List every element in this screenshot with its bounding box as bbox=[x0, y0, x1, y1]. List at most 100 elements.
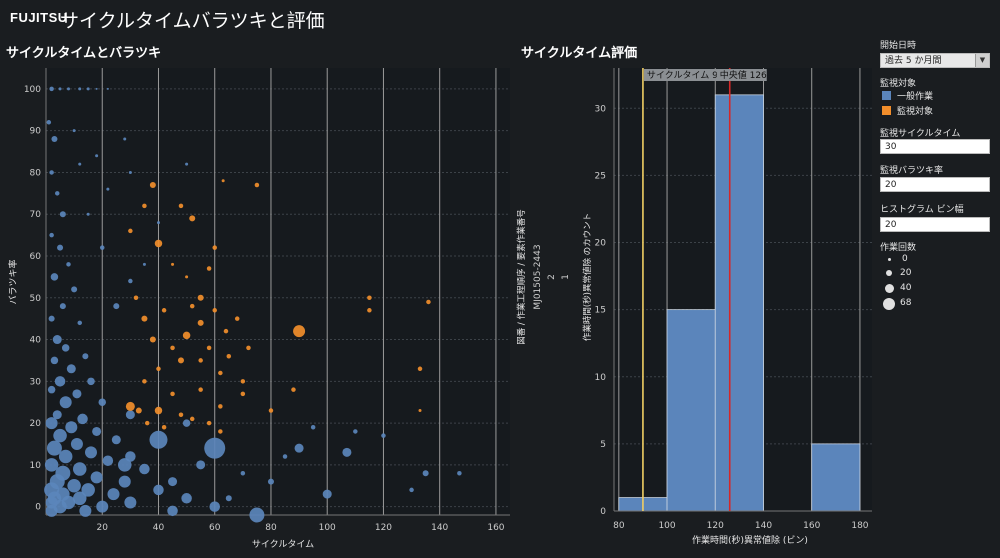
histogram-chart[interactable]: 0 5 10 15 20 25 30 80 100 120 140 160 180 サイクルタイム 90.… bbox=[510, 62, 878, 550]
start-date-select[interactable]: 過去 5 か月間 ▼ bbox=[880, 53, 990, 68]
y-tick-label: 15 bbox=[595, 306, 606, 316]
scatter-point-monitored bbox=[417, 366, 423, 372]
scatter-point-normal bbox=[294, 443, 304, 453]
scatter-point-monitored bbox=[218, 429, 223, 434]
scatter-point-normal bbox=[457, 470, 462, 476]
scatter-point-normal bbox=[99, 245, 105, 250]
y-tick-label: 70 bbox=[30, 210, 42, 220]
scatter-point-normal bbox=[128, 170, 132, 174]
scatter-point-monitored bbox=[149, 336, 156, 343]
size-legend-label-0: 0 bbox=[902, 254, 908, 264]
y-tick-label: 20 bbox=[30, 419, 42, 429]
scatter-point-monitored bbox=[246, 345, 251, 351]
scatter-point-normal bbox=[249, 507, 265, 523]
scatter-point-normal bbox=[52, 410, 62, 420]
x-tick-label: 120 bbox=[707, 521, 724, 531]
bin-width-label: ヒストグラム ビン幅 bbox=[880, 205, 964, 215]
scatter-point-monitored bbox=[149, 181, 156, 188]
y-tick-label: 30 bbox=[30, 377, 42, 387]
scatter-point-monitored bbox=[234, 316, 240, 321]
scatter-point-normal bbox=[240, 470, 246, 476]
scatter-point-normal bbox=[58, 87, 62, 91]
scatter-point-monitored bbox=[206, 345, 212, 351]
scatter-point-monitored bbox=[254, 182, 260, 188]
histogram-panel-title: サイクルタイム評価 bbox=[521, 46, 638, 61]
row-value: MJ01505-2443 bbox=[533, 244, 543, 309]
size-legend-label-20: 20 bbox=[900, 268, 912, 278]
scatter-point-normal bbox=[61, 344, 70, 352]
scatter-point-normal bbox=[353, 429, 358, 434]
histogram-bar bbox=[714, 94, 764, 512]
scatter-point-normal bbox=[90, 471, 103, 484]
scatter-point-normal bbox=[71, 286, 78, 293]
legend-swatch-normal bbox=[882, 91, 891, 100]
target-legend-title: 監視対象 bbox=[880, 79, 917, 89]
cycle-time-input[interactable]: 30 bbox=[880, 139, 990, 154]
y-tick-label: 40 bbox=[30, 336, 42, 346]
y-axis-title: 作業時間(秒)異常値除 のカウント bbox=[582, 213, 593, 341]
scatter-point-normal bbox=[185, 162, 189, 166]
cycle-time-label-box bbox=[643, 69, 725, 81]
scatter-point-normal bbox=[79, 504, 92, 517]
scatter-point-monitored bbox=[367, 295, 372, 301]
scatter-point-normal bbox=[54, 191, 60, 196]
y-tick-label: 90 bbox=[30, 127, 42, 137]
row-value: 2 bbox=[547, 274, 557, 280]
scatter-point-normal bbox=[47, 385, 56, 394]
x-tick-label: 100 bbox=[658, 521, 675, 531]
scatter-point-normal bbox=[342, 447, 352, 457]
size-legend-circle-20 bbox=[886, 270, 892, 276]
scatter-point-monitored bbox=[223, 328, 229, 334]
scatter-point-normal bbox=[209, 501, 220, 512]
start-date-label: 開始日時 bbox=[880, 41, 917, 51]
size-legend-circle-0 bbox=[888, 258, 891, 261]
scatter-point-normal bbox=[86, 212, 90, 216]
variance-rate-input[interactable]: 20 bbox=[880, 177, 990, 192]
scatter-point-normal bbox=[111, 435, 121, 445]
legend-label-monitored: 監視対象 bbox=[897, 107, 934, 117]
scatter-point-normal bbox=[282, 454, 288, 459]
scatter-point-monitored bbox=[185, 275, 189, 279]
scatter-point-normal bbox=[82, 353, 89, 360]
scatter-point-normal bbox=[66, 87, 70, 91]
scatter-point-monitored bbox=[293, 325, 306, 338]
scatter-point-monitored bbox=[170, 345, 175, 351]
scatter-point-normal bbox=[72, 389, 82, 399]
scatter-point-normal bbox=[49, 170, 54, 175]
scatter-point-normal bbox=[49, 86, 54, 92]
y-tick-label: 30 bbox=[595, 104, 607, 114]
scatter-point-normal bbox=[78, 162, 82, 166]
scatter-point-monitored bbox=[226, 354, 232, 359]
scatter-point-monitored bbox=[212, 245, 217, 250]
fujitsu-logo: FUJITSU bbox=[10, 10, 68, 25]
scatter-point-normal bbox=[67, 479, 81, 493]
scatter-point-normal bbox=[84, 446, 97, 459]
page-title: サイクルタイムバラツキと評価 bbox=[60, 10, 325, 32]
scatter-point-monitored bbox=[418, 409, 422, 413]
bin-width-input[interactable]: 20 bbox=[880, 217, 990, 232]
scatter-point-normal bbox=[167, 505, 178, 517]
scatter-point-normal bbox=[196, 460, 206, 470]
scatter-point-monitored bbox=[268, 408, 274, 413]
plot-area bbox=[46, 68, 510, 515]
scatter-point-normal bbox=[225, 495, 232, 502]
scatter-point-normal bbox=[51, 136, 58, 143]
scatter-point-normal bbox=[409, 487, 414, 493]
scatter-point-normal bbox=[66, 364, 76, 374]
scatter-point-monitored bbox=[142, 379, 147, 384]
scatter-point-normal bbox=[48, 315, 55, 322]
size-legend-circle-40 bbox=[885, 284, 894, 293]
chevron-down-icon[interactable]: ▼ bbox=[975, 54, 989, 67]
scatter-point-monitored bbox=[142, 203, 147, 209]
scatter-point-monitored bbox=[128, 228, 133, 234]
scatter-point-normal bbox=[45, 417, 58, 430]
scatter-point-monitored bbox=[161, 425, 167, 430]
scatter-point-normal bbox=[45, 504, 58, 517]
scatter-point-normal bbox=[113, 303, 120, 310]
x-tick-label: 140 bbox=[431, 523, 448, 533]
scatter-point-normal bbox=[182, 419, 191, 427]
scatter-point-normal bbox=[46, 120, 52, 125]
scatter-point-monitored bbox=[189, 416, 195, 422]
scatter-chart[interactable]: 0 10 20 30 40 50 60 70 80 90 100 20 40 60 80 100 120 140 1… bbox=[0, 62, 515, 550]
scatter-point-normal bbox=[49, 232, 54, 238]
